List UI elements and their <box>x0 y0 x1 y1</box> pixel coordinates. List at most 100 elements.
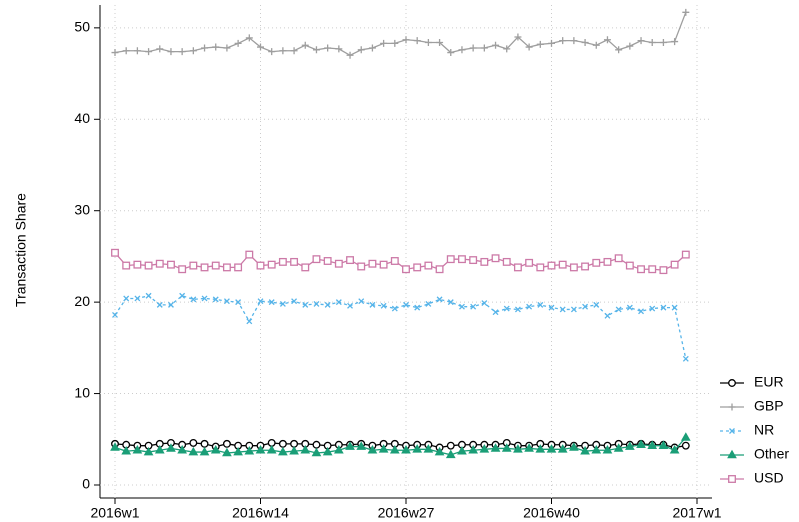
marker <box>559 306 566 313</box>
marker <box>592 41 600 49</box>
marker <box>133 260 142 269</box>
marker <box>178 48 186 56</box>
marker <box>289 445 299 455</box>
marker <box>536 40 544 48</box>
marker <box>624 441 635 450</box>
marker <box>112 311 118 318</box>
marker <box>323 257 332 265</box>
marker <box>334 259 343 268</box>
marker <box>335 45 343 53</box>
marker <box>548 39 555 47</box>
marker <box>391 39 399 47</box>
marker <box>268 48 276 56</box>
marker <box>424 261 433 270</box>
marker <box>445 449 456 459</box>
marker <box>580 445 590 455</box>
marker <box>536 263 545 272</box>
marker <box>300 445 311 454</box>
marker <box>403 301 409 308</box>
x-tick-label: 2016w27 <box>378 505 435 521</box>
marker <box>143 446 154 456</box>
marker <box>435 265 444 274</box>
marker <box>649 305 656 312</box>
legend-label: Other <box>754 446 789 462</box>
marker <box>558 260 567 269</box>
marker <box>447 299 454 306</box>
marker <box>278 439 287 448</box>
marker <box>179 292 186 299</box>
marker <box>502 257 511 266</box>
marker <box>659 38 667 46</box>
marker <box>290 257 299 266</box>
marker <box>514 306 521 313</box>
y-tick-label: 50 <box>74 19 90 35</box>
marker <box>469 44 477 52</box>
marker <box>682 355 689 362</box>
legend-item: Other <box>720 446 789 462</box>
legend-label: GBP <box>754 398 784 414</box>
marker <box>212 43 220 51</box>
marker <box>637 265 645 274</box>
marker <box>122 261 131 270</box>
marker <box>212 296 219 303</box>
marker <box>278 446 288 456</box>
marker <box>177 445 188 454</box>
legend-marker <box>727 449 737 459</box>
marker <box>569 263 578 272</box>
marker <box>681 250 690 259</box>
marker <box>513 444 523 453</box>
marker <box>211 261 220 270</box>
marker <box>537 301 544 308</box>
marker <box>313 301 320 307</box>
marker <box>481 300 488 307</box>
marker <box>190 296 197 303</box>
legend-marker <box>728 475 736 483</box>
marker <box>402 265 410 274</box>
marker <box>480 257 489 266</box>
marker <box>145 292 152 299</box>
x-tick-label: 2016w40 <box>523 505 580 521</box>
marker <box>368 44 376 52</box>
y-tick-label: 30 <box>74 201 90 217</box>
marker <box>166 443 176 452</box>
marker <box>402 36 410 44</box>
marker <box>491 254 500 263</box>
marker <box>413 37 421 45</box>
marker <box>570 37 578 45</box>
marker <box>459 303 465 310</box>
marker <box>266 445 277 454</box>
marker <box>223 44 231 52</box>
marker <box>199 446 210 456</box>
marker <box>189 438 198 447</box>
marker <box>156 45 164 53</box>
marker <box>446 441 455 450</box>
y-tick-label: 10 <box>74 384 90 400</box>
marker <box>311 447 322 457</box>
marker <box>123 295 130 302</box>
marker <box>369 301 376 308</box>
marker <box>457 445 467 455</box>
marker <box>490 443 501 452</box>
marker <box>446 255 455 264</box>
marker <box>201 295 208 302</box>
marker <box>637 37 645 45</box>
marker <box>245 34 253 42</box>
marker <box>379 260 388 269</box>
marker <box>412 444 423 453</box>
marker <box>389 445 400 454</box>
marker <box>458 255 466 264</box>
marker <box>547 261 556 270</box>
marker <box>312 255 321 264</box>
marker <box>501 443 512 452</box>
marker <box>535 444 546 453</box>
marker <box>111 49 119 57</box>
marker <box>189 261 198 270</box>
legend-item: EUR <box>720 374 784 390</box>
marker <box>557 444 568 453</box>
legend-marker <box>728 379 736 387</box>
marker <box>492 41 500 49</box>
marker <box>680 432 691 441</box>
marker <box>434 446 445 456</box>
y-tick-label: 20 <box>74 293 90 309</box>
marker <box>436 296 443 303</box>
